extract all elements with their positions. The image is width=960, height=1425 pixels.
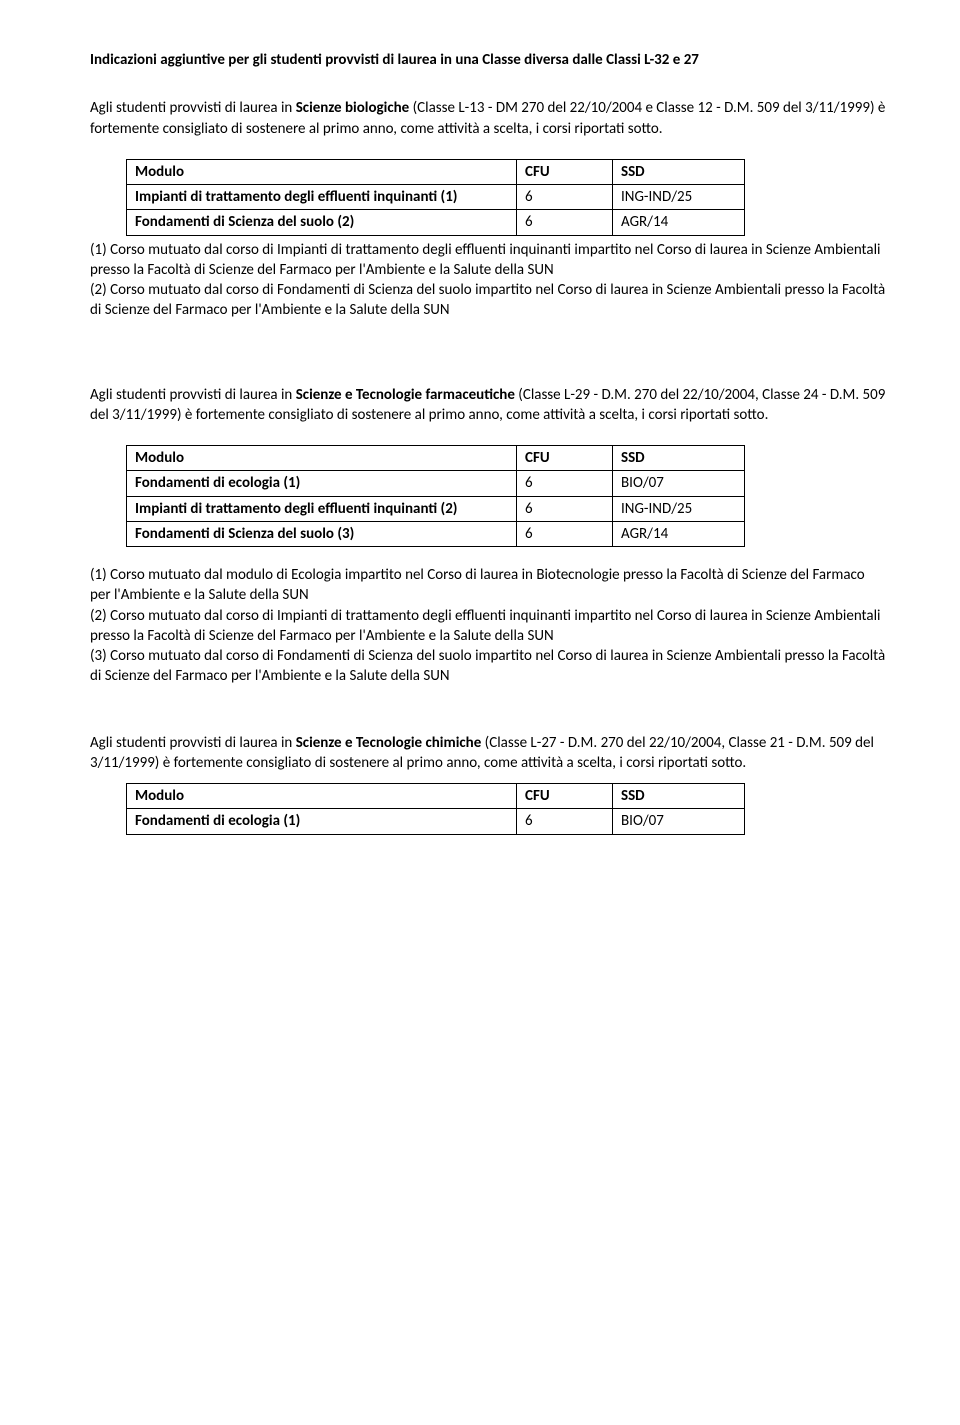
th-modulo: Modulo bbox=[127, 784, 517, 809]
cell-modulo: Fondamenti di ecologia (1) bbox=[127, 471, 517, 496]
th-modulo: Modulo bbox=[127, 446, 517, 471]
cell-modulo: Impianti di trattamento degli effluenti … bbox=[127, 496, 517, 521]
table-row: Impianti di trattamento degli effluenti … bbox=[127, 185, 745, 210]
cell-modulo: Fondamenti di Scienza del suolo (2) bbox=[127, 210, 517, 235]
cell-cfu: 6 bbox=[517, 185, 613, 210]
table-row: Modulo CFU SSD bbox=[127, 446, 745, 471]
section2-note3: (3) Corso mutuato dal corso di Fondament… bbox=[90, 646, 888, 687]
section3-intro-b: Scienze e Tecnologie chimiche bbox=[296, 734, 482, 752]
cell-ssd: ING-IND/25 bbox=[613, 496, 745, 521]
cell-ssd: ING-IND/25 bbox=[613, 185, 745, 210]
cell-cfu: 6 bbox=[517, 521, 613, 546]
section1-intro-b: Scienze biologiche bbox=[296, 99, 410, 117]
th-cfu: CFU bbox=[517, 159, 613, 184]
section1-note2: (2) Corso mutuato dal corso di Fondament… bbox=[90, 280, 888, 321]
section3-intro-a: Agli studenti provvisti di laurea in bbox=[90, 734, 296, 752]
cell-cfu: 6 bbox=[517, 809, 613, 834]
th-cfu: CFU bbox=[517, 446, 613, 471]
th-modulo: Modulo bbox=[127, 159, 517, 184]
th-ssd: SSD bbox=[613, 159, 745, 184]
th-ssd: SSD bbox=[613, 784, 745, 809]
table-row: Modulo CFU SSD bbox=[127, 159, 745, 184]
section3-intro: Agli studenti provvisti di laurea in Sci… bbox=[90, 733, 888, 774]
cell-ssd: BIO/07 bbox=[613, 809, 745, 834]
section2-intro-b: Scienze e Tecnologie farmaceutiche bbox=[296, 386, 515, 404]
table-row: Fondamenti di ecologia (1) 6 BIO/07 bbox=[127, 809, 745, 834]
section2-table: Modulo CFU SSD Fondamenti di ecologia (1… bbox=[126, 445, 745, 547]
section2-intro: Agli studenti provvisti di laurea in Sci… bbox=[90, 385, 888, 426]
section1-intro-a: Agli studenti provvisti di laurea in bbox=[90, 99, 296, 117]
table-row: Modulo CFU SSD bbox=[127, 784, 745, 809]
table-row: Impianti di trattamento degli effluenti … bbox=[127, 496, 745, 521]
cell-cfu: 6 bbox=[517, 496, 613, 521]
section1-intro: Agli studenti provvisti di laurea in Sci… bbox=[90, 98, 888, 139]
cell-cfu: 6 bbox=[517, 471, 613, 496]
cell-cfu: 6 bbox=[517, 210, 613, 235]
section2-intro-a: Agli studenti provvisti di laurea in bbox=[90, 386, 296, 404]
section2-note2: (2) Corso mutuato dal corso di Impianti … bbox=[90, 606, 888, 647]
section2-note1: (1) Corso mutuato dal modulo di Ecologia… bbox=[90, 565, 888, 606]
cell-ssd: AGR/14 bbox=[613, 521, 745, 546]
cell-modulo: Fondamenti di Scienza del suolo (3) bbox=[127, 521, 517, 546]
table-row: Fondamenti di Scienza del suolo (3) 6 AG… bbox=[127, 521, 745, 546]
cell-ssd: AGR/14 bbox=[613, 210, 745, 235]
section3-table: Modulo CFU SSD Fondamenti di ecologia (1… bbox=[126, 783, 745, 835]
cell-ssd: BIO/07 bbox=[613, 471, 745, 496]
table-row: Fondamenti di Scienza del suolo (2) 6 AG… bbox=[127, 210, 745, 235]
cell-modulo: Fondamenti di ecologia (1) bbox=[127, 809, 517, 834]
page-title: Indicazioni aggiuntive per gli studenti … bbox=[90, 50, 888, 70]
section1-note1: (1) Corso mutuato dal corso di Impianti … bbox=[90, 240, 888, 281]
th-ssd: SSD bbox=[613, 446, 745, 471]
th-cfu: CFU bbox=[517, 784, 613, 809]
table-row: Fondamenti di ecologia (1) 6 BIO/07 bbox=[127, 471, 745, 496]
cell-modulo: Impianti di trattamento degli effluenti … bbox=[127, 185, 517, 210]
section1-table: Modulo CFU SSD Impianti di trattamento d… bbox=[126, 159, 745, 236]
